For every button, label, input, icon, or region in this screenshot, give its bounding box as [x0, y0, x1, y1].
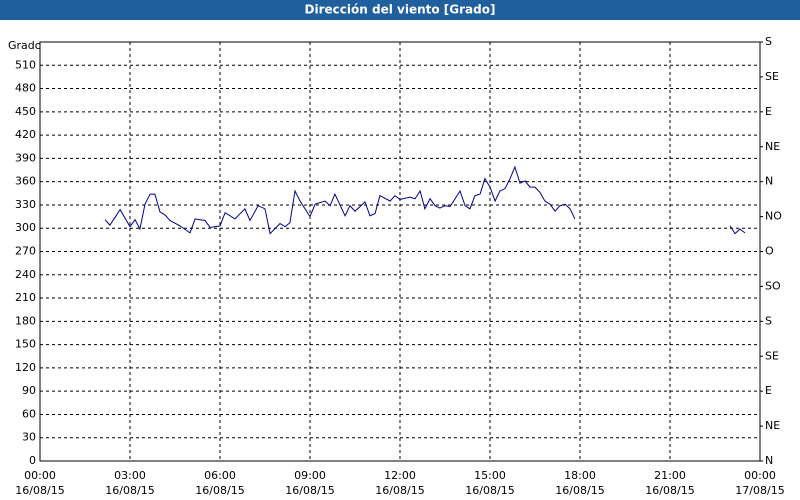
y-tick-label: 390: [15, 151, 36, 164]
y2-tick-label: E: [765, 105, 772, 118]
y-tick-label: 120: [15, 361, 36, 374]
y-tick-label: 180: [15, 314, 36, 327]
y2-tick-label: SO: [765, 279, 781, 292]
y2-tick-label: SE: [765, 70, 779, 83]
y2-tick-label: NO: [765, 210, 782, 223]
x-tick-date: 16/08/15: [285, 484, 334, 497]
y-tick-label: 90: [22, 384, 36, 397]
x-tick-date: 16/08/15: [555, 484, 604, 497]
x-tick-date: 16/08/15: [465, 484, 514, 497]
y2-tick-label: N: [765, 175, 773, 188]
x-tick-label: 06:00: [204, 469, 236, 482]
y2-tick-label: S: [765, 314, 772, 327]
y-tick-label: 270: [15, 245, 36, 258]
y-tick-label: 330: [15, 198, 36, 211]
y-tick-label: 300: [15, 221, 36, 234]
y2-tick-label: NE: [765, 140, 780, 153]
x-tick-label: 09:00: [294, 469, 326, 482]
x-tick-date: 16/08/15: [645, 484, 694, 497]
x-tick-date: 17/08/15: [735, 484, 784, 497]
x-tick-label: 18:00: [564, 469, 596, 482]
x-tick-label: 03:00: [114, 469, 146, 482]
y2-tick-label: NE: [765, 419, 780, 432]
y-tick-label: 240: [15, 268, 36, 281]
y2-tick-label: O: [765, 245, 774, 258]
x-tick-date: 16/08/15: [105, 484, 154, 497]
y-tick-label: 210: [15, 291, 36, 304]
data-line: [104, 165, 746, 235]
y-tick-label: 450: [15, 105, 36, 118]
x-tick-date: 16/08/15: [375, 484, 424, 497]
y-tick-label: 480: [15, 82, 36, 95]
y2-tick-label: S: [765, 35, 772, 48]
y-axis-label: Grado: [8, 39, 42, 52]
x-tick-label: 12:00: [384, 469, 416, 482]
x-tick-date: 16/08/15: [15, 484, 64, 497]
y2-tick-label: SE: [765, 349, 779, 362]
x-tick-date: 16/08/15: [195, 484, 244, 497]
x-tick-label: 21:00: [654, 469, 686, 482]
y-tick-label: 60: [22, 407, 36, 420]
y-tick-label: 0: [29, 454, 36, 467]
title-bar: [0, 0, 800, 20]
y-tick-label: 360: [15, 175, 36, 188]
y-tick-label: 30: [22, 431, 36, 444]
chart-title: Dirección del viento [Grado]: [305, 3, 496, 17]
x-tick-label: 00:00: [24, 469, 56, 482]
y-tick-label: 150: [15, 338, 36, 351]
y2-tick-label: E: [765, 384, 772, 397]
y2-tick-label: N: [765, 454, 773, 467]
x-tick-label: 15:00: [474, 469, 506, 482]
x-tick-label: 00:00: [744, 469, 776, 482]
y-tick-label: 420: [15, 128, 36, 141]
y-tick-label: 510: [15, 58, 36, 71]
